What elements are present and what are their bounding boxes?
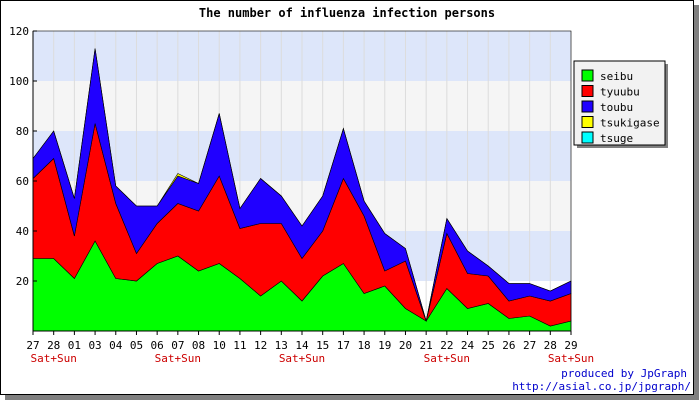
- x-tick-label: 07: [171, 339, 184, 352]
- x-tick-label: 14: [295, 339, 309, 352]
- x-tick-label: 28: [544, 339, 557, 352]
- legend-label-tyuubu: tyuubu: [600, 86, 640, 99]
- x-tick-label: 17: [337, 339, 350, 352]
- y-tick-label: 120: [9, 25, 29, 38]
- x-tick-label: 06: [151, 339, 164, 352]
- y-tick-label: 40: [16, 225, 29, 238]
- influenza-area-chart: 20 40 60 80 100 120 27 28 01 03 04 05 06 07 08 10 11 12 1…: [9, 6, 691, 393]
- chart-frame: 20 40 60 80 100 120 27 28 01 03 04 05 06 07 08 10 11 12 1…: [0, 0, 694, 395]
- legend-swatch-tyuubu: [581, 85, 594, 97]
- x-tick-label: 19: [378, 339, 391, 352]
- x-sublabel: Sat+Sun: [424, 352, 470, 365]
- x-tick-label: 27: [523, 339, 536, 352]
- y-tick-labels: 20 40 60 80 100 120: [9, 25, 37, 288]
- x-tick-label: 18: [357, 339, 370, 352]
- chart-title: The number of influenza infection person…: [199, 6, 495, 20]
- legend-label-tsuge: tsuge: [600, 132, 633, 145]
- footer-credit: produced by JpGraph: [561, 367, 687, 380]
- x-tick-label: 11: [233, 339, 246, 352]
- x-tick-label: 05: [130, 339, 143, 352]
- x-tick-label: 04: [109, 339, 123, 352]
- legend: seibu tyuubu toubu tsukigase tsuge: [573, 60, 668, 148]
- x-tick-label: 15: [316, 339, 329, 352]
- x-tick-label: 25: [482, 339, 495, 352]
- x-sublabel: Sat+Sun: [279, 352, 325, 365]
- x-tick-label: 28: [47, 339, 60, 352]
- legend-swatch-toubu: [581, 100, 594, 113]
- legend-swatch-tsukigase: [581, 116, 594, 128]
- x-tick-label: 20: [399, 339, 412, 352]
- y-tick-label: 80: [16, 125, 29, 138]
- y-tick-label: 100: [9, 75, 29, 88]
- y-tick-label: 20: [16, 275, 29, 288]
- x-tick-label: 26: [502, 339, 515, 352]
- x-tick-label: 01: [68, 339, 81, 352]
- x-tick-label: 13: [275, 339, 288, 352]
- x-tick-labels: 27 28 01 03 04 05 06 07 08 10 11 12 13 14 15 17 18 19 20 21…: [26, 331, 578, 352]
- legend-swatch-tsuge: [581, 131, 594, 144]
- x-sublabel: Sat+Sun: [155, 352, 201, 365]
- legend-label-seibu: seibu: [600, 70, 633, 83]
- footer-url[interactable]: http://asial.co.jp/jpgraph/: [512, 380, 691, 393]
- legend-label-toubu: toubu: [600, 101, 633, 114]
- x-tick-label: 29: [564, 339, 577, 352]
- x-sublabel: Sat+Sun: [31, 352, 77, 365]
- legend-swatch-seibu: [581, 69, 594, 82]
- x-sublabel: Sat+Sun: [548, 352, 594, 365]
- x-tick-label: 27: [26, 339, 39, 352]
- legend-label-tsukigase: tsukigase: [600, 117, 660, 130]
- x-sublabels: Sat+Sun Sat+Sun Sat+Sun Sat+Sun Sat+Sun: [31, 352, 595, 365]
- x-tick-label: 12: [254, 339, 267, 352]
- y-tick-label: 60: [16, 175, 29, 188]
- x-tick-label: 10: [213, 339, 226, 352]
- x-tick-label: 08: [192, 339, 205, 352]
- x-tick-label: 24: [461, 339, 475, 352]
- x-tick-label: 21: [420, 339, 433, 352]
- x-tick-label: 22: [440, 339, 453, 352]
- x-tick-label: 03: [88, 339, 101, 352]
